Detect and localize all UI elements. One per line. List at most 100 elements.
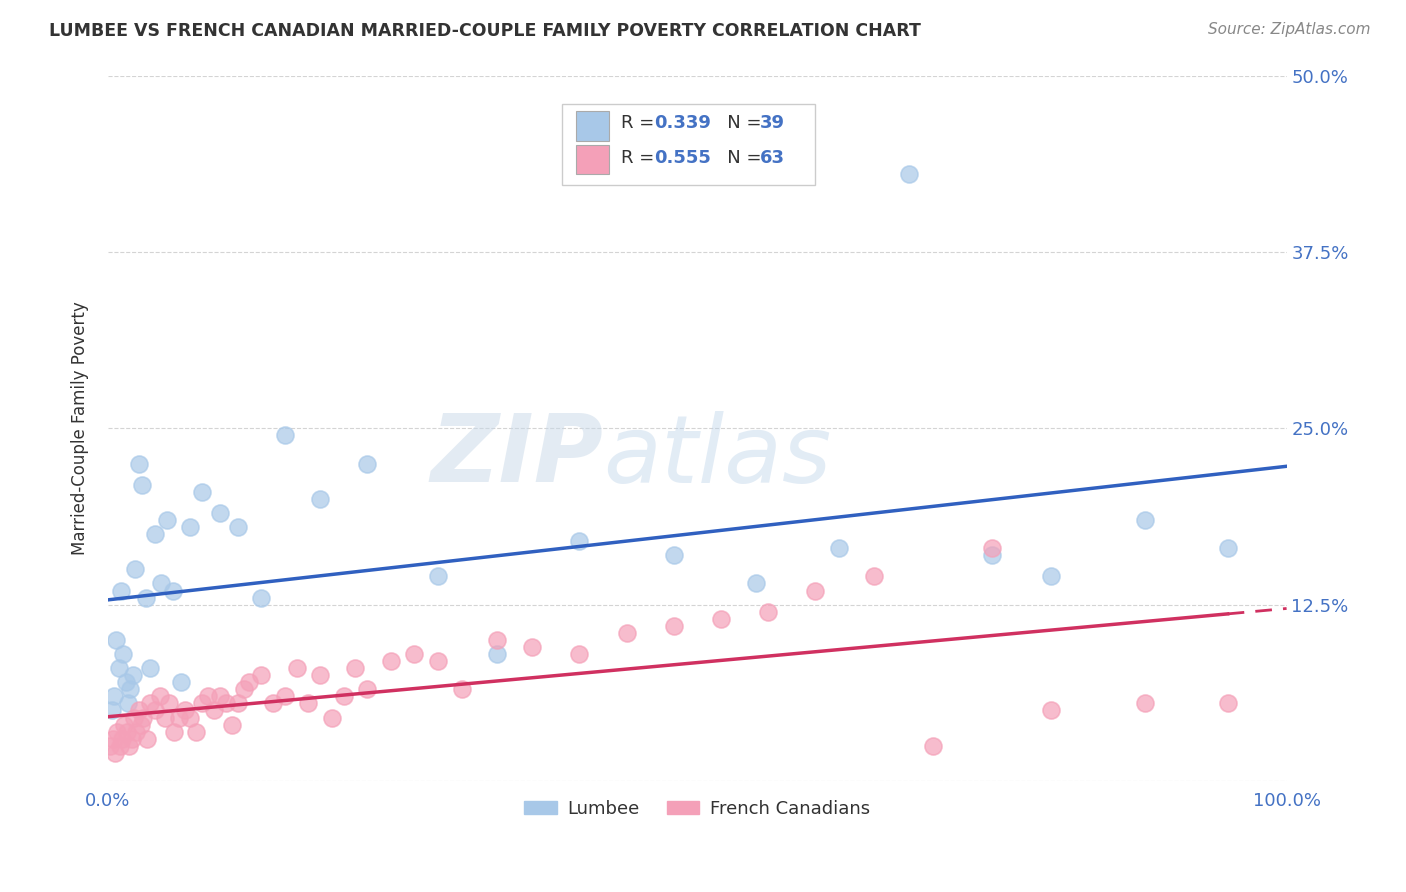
Point <box>149 690 172 704</box>
Point <box>250 668 273 682</box>
Point <box>162 583 184 598</box>
Point <box>104 746 127 760</box>
Point <box>197 690 219 704</box>
Point <box>756 605 779 619</box>
Point <box>131 477 153 491</box>
Point <box>153 710 176 724</box>
Point <box>863 569 886 583</box>
FancyBboxPatch shape <box>562 103 815 185</box>
Text: N =: N = <box>710 114 768 132</box>
Point <box>922 739 945 753</box>
Text: LUMBEE VS FRENCH CANADIAN MARRIED-COUPLE FAMILY POVERTY CORRELATION CHART: LUMBEE VS FRENCH CANADIAN MARRIED-COUPLE… <box>49 22 921 40</box>
Point <box>108 739 131 753</box>
Text: N =: N = <box>710 149 768 167</box>
Point <box>568 534 591 549</box>
Point <box>121 731 143 746</box>
Point <box>135 731 157 746</box>
Point <box>118 739 141 753</box>
Point <box>221 717 243 731</box>
Point <box>332 690 354 704</box>
Bar <box>576 112 609 141</box>
Point <box>898 167 921 181</box>
Point <box>262 697 284 711</box>
Point <box>117 697 139 711</box>
Text: R =: R = <box>620 114 659 132</box>
Text: 63: 63 <box>759 149 785 167</box>
Point <box>226 520 249 534</box>
Point <box>103 690 125 704</box>
Point <box>309 668 332 682</box>
Point <box>139 661 162 675</box>
Point <box>1133 697 1156 711</box>
Point <box>427 569 450 583</box>
Point <box>485 647 508 661</box>
Point <box>208 506 231 520</box>
Text: ZIP: ZIP <box>430 410 603 502</box>
Point <box>828 541 851 556</box>
Point <box>105 632 128 647</box>
Point <box>981 541 1004 556</box>
Point <box>135 591 157 605</box>
Point <box>157 697 180 711</box>
Text: 0.339: 0.339 <box>654 114 710 132</box>
Point <box>101 731 124 746</box>
Point <box>107 724 129 739</box>
Point <box>485 632 508 647</box>
Point <box>111 731 134 746</box>
Point <box>114 717 136 731</box>
Point <box>191 484 214 499</box>
Point <box>745 576 768 591</box>
Point <box>568 647 591 661</box>
Point <box>662 548 685 562</box>
Point <box>274 428 297 442</box>
Point <box>804 583 827 598</box>
Point <box>232 682 254 697</box>
Point <box>522 640 544 654</box>
Point <box>114 675 136 690</box>
Point <box>107 661 129 675</box>
Point <box>98 739 121 753</box>
Point <box>344 661 367 675</box>
Point <box>167 710 190 724</box>
Point <box>173 703 195 717</box>
Point <box>1216 541 1239 556</box>
Point <box>238 675 260 690</box>
Point <box>170 675 193 690</box>
Point <box>128 703 150 717</box>
Point <box>427 654 450 668</box>
Point <box>191 697 214 711</box>
Legend: Lumbee, French Canadians: Lumbee, French Canadians <box>517 792 877 825</box>
Point <box>274 690 297 704</box>
Point <box>186 724 208 739</box>
Point <box>285 661 308 675</box>
Point <box>110 583 132 598</box>
Point <box>129 717 152 731</box>
Point <box>297 697 319 711</box>
Point <box>202 703 225 717</box>
Point <box>356 457 378 471</box>
Bar <box>576 145 609 174</box>
Point <box>150 576 173 591</box>
Point <box>710 612 733 626</box>
Point <box>156 513 179 527</box>
Point <box>662 619 685 633</box>
Point <box>143 527 166 541</box>
Point <box>125 724 148 739</box>
Text: R =: R = <box>620 149 659 167</box>
Point <box>1039 569 1062 583</box>
Point <box>404 647 426 661</box>
Point <box>1216 697 1239 711</box>
Point <box>112 647 135 661</box>
Text: atlas: atlas <box>603 411 831 502</box>
Point <box>380 654 402 668</box>
Point <box>179 710 201 724</box>
Text: 0.555: 0.555 <box>654 149 710 167</box>
Point <box>143 703 166 717</box>
Point <box>215 697 238 711</box>
Point <box>100 703 122 717</box>
Point <box>250 591 273 605</box>
Point <box>139 697 162 711</box>
Point <box>132 710 155 724</box>
Y-axis label: Married-Couple Family Poverty: Married-Couple Family Poverty <box>72 301 89 555</box>
Point <box>122 710 145 724</box>
